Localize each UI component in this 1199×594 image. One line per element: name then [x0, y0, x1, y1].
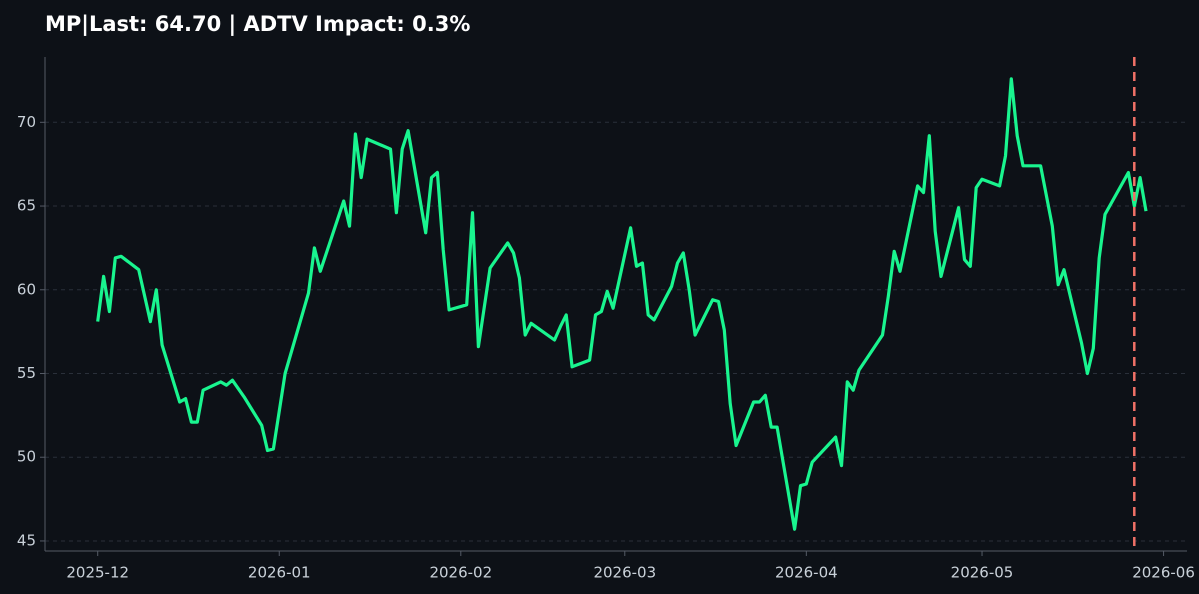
- x-tick-label: 2026-05: [951, 564, 1014, 582]
- x-tick-label: 2026-03: [593, 564, 656, 582]
- y-tick-label: 50: [17, 448, 36, 466]
- y-tick-label: 55: [17, 364, 36, 382]
- chart-title: MP|Last: 64.70 | ADTV Impact: 0.3%: [45, 12, 470, 37]
- line: [96, 77, 1148, 531]
- y-tick-label: 70: [17, 113, 36, 131]
- x-tick-label: 2025-12: [66, 564, 129, 582]
- x-tick-label: 2026-02: [429, 564, 492, 582]
- y-tick-label: 60: [17, 280, 36, 298]
- x-tick-label: 2026-06: [1132, 564, 1195, 582]
- y-tick-label: 45: [17, 531, 36, 549]
- x-tick-label: 2026-01: [248, 564, 311, 582]
- y-tick-label: 65: [17, 197, 36, 215]
- x-tick-label: 2026-04: [775, 564, 838, 582]
